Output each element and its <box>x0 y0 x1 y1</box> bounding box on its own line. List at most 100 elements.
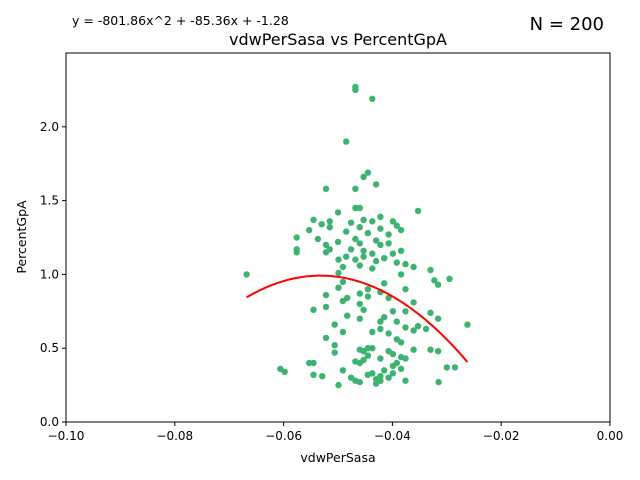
x-tick-label: −0.06 <box>265 429 302 443</box>
data-point <box>326 218 333 225</box>
data-point <box>377 225 384 232</box>
data-point <box>339 263 347 271</box>
data-point <box>352 86 359 94</box>
data-point <box>326 224 333 231</box>
data-point <box>402 324 409 331</box>
data-point <box>410 299 417 306</box>
data-point <box>369 345 376 352</box>
data-point <box>331 342 338 349</box>
data-point <box>364 229 372 237</box>
y-tick-label: 1.5 <box>40 194 59 208</box>
data-point <box>352 204 359 212</box>
data-point <box>435 378 442 386</box>
data-point <box>335 284 342 291</box>
data-point <box>389 362 397 370</box>
data-point <box>385 374 392 381</box>
data-point <box>356 290 363 297</box>
data-point <box>369 328 376 336</box>
data-point <box>393 222 400 229</box>
data-point <box>339 367 347 374</box>
x-tick-label: −0.04 <box>374 429 411 443</box>
data-point <box>356 300 363 308</box>
data-point <box>402 286 409 293</box>
data-point <box>372 257 380 265</box>
data-point <box>446 275 453 282</box>
data-point <box>344 312 351 319</box>
data-point <box>397 247 405 254</box>
data-point <box>422 325 430 333</box>
data-point <box>397 271 405 278</box>
data-point <box>397 365 405 373</box>
plot-frame <box>65 52 611 423</box>
data-point <box>431 277 438 284</box>
data-point <box>434 348 442 355</box>
data-point <box>352 256 359 263</box>
data-point <box>356 315 363 322</box>
data-point <box>364 169 372 176</box>
x-tick-label: −0.10 <box>48 429 85 443</box>
data-point <box>360 173 367 181</box>
data-point <box>360 253 367 260</box>
data-point <box>306 226 313 234</box>
data-point <box>322 241 330 249</box>
data-point <box>381 314 388 321</box>
data-point <box>360 216 367 223</box>
data-point <box>347 246 355 253</box>
data-point <box>364 286 372 293</box>
data-point <box>389 250 397 257</box>
data-point <box>322 334 330 342</box>
data-point <box>364 352 372 359</box>
y-axis-label: PercentGpA <box>14 200 29 274</box>
data-point <box>369 218 376 225</box>
data-point <box>322 185 330 192</box>
data-point <box>318 221 325 228</box>
data-point <box>356 262 363 269</box>
data-point <box>356 224 363 231</box>
y-tick-label: 0.0 <box>40 415 59 429</box>
data-point <box>377 213 384 220</box>
data-point <box>410 327 417 334</box>
data-point <box>369 95 376 103</box>
data-point <box>369 250 376 257</box>
data-point <box>389 308 397 315</box>
y-axis: 0.0 0.5 1.0 1.5 2.0 <box>40 120 66 429</box>
data-point <box>356 359 363 367</box>
data-point <box>381 280 388 287</box>
data-point <box>310 216 317 223</box>
data-point <box>360 247 367 254</box>
data-point <box>293 249 300 256</box>
data-point <box>402 308 409 315</box>
data-point <box>427 346 434 353</box>
data-point <box>339 278 347 285</box>
data-point <box>427 266 434 274</box>
data-point <box>335 381 342 389</box>
data-point <box>310 371 317 378</box>
data-point <box>385 294 392 302</box>
data-point <box>339 297 347 305</box>
data-point <box>339 328 347 336</box>
x-axis: −0.10 −0.08 −0.06 −0.04 −0.02 0.00 <box>48 422 623 443</box>
data-point <box>356 204 363 212</box>
data-point <box>385 330 392 337</box>
y-tick-label: 0.5 <box>40 341 59 355</box>
data-point <box>389 370 397 377</box>
data-point <box>389 350 397 358</box>
data-point <box>343 253 350 260</box>
data-point <box>381 255 388 262</box>
fit-equation: y = -801.86x^2 + -85.36x + -1.28 <box>72 13 289 28</box>
data-point <box>343 228 350 235</box>
x-tick-label: −0.08 <box>156 429 193 443</box>
x-axis-label: vdwPerSasa <box>300 450 375 465</box>
data-point <box>360 348 367 355</box>
data-point <box>372 237 380 244</box>
data-point <box>334 209 342 216</box>
data-point <box>306 359 313 367</box>
data-point <box>385 240 392 247</box>
data-point <box>377 241 384 249</box>
data-point <box>352 185 359 192</box>
data-point <box>385 231 392 238</box>
data-point <box>414 322 422 330</box>
data-point <box>335 256 342 263</box>
chart-title: vdwPerSasa vs PercentGpA <box>229 30 447 49</box>
data-point <box>393 318 400 325</box>
